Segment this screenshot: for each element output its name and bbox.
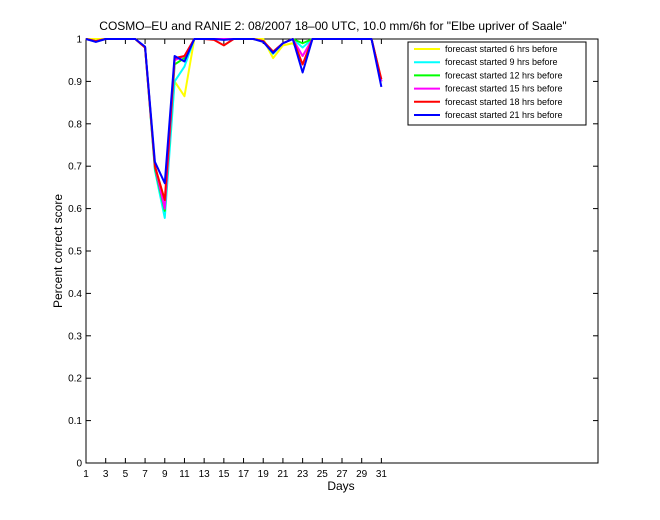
x-tick-label: 1 (83, 469, 89, 480)
legend-items: forecast started 6 hrs before forecast st… (414, 44, 563, 120)
x-tick-label: 25 (317, 469, 329, 480)
x-tick-label: 27 (336, 469, 348, 480)
x-tick-label: 15 (218, 469, 230, 480)
y-tick-label: 0.1 (68, 416, 82, 427)
y-tick-label: 0.5 (68, 247, 82, 258)
x-tick-label: 3 (103, 469, 109, 480)
chart-title: COSMO–EU and RANIE 2: 08/2007 18–00 UTC,… (99, 19, 566, 33)
x-tick-label: 7 (142, 469, 148, 480)
legend: forecast started 6 hrs before forecast st… (407, 41, 587, 126)
x-tick-label: 13 (199, 469, 211, 480)
legend-entry-label: forecast started 18 hrs before (445, 97, 563, 107)
y-tick-label: 0.2 (68, 374, 82, 385)
legend-entry-label: forecast started 9 hrs before (445, 57, 558, 67)
x-tick-label: 23 (297, 469, 309, 480)
x-tick-label: 29 (356, 469, 368, 480)
y-tick-label: 1 (76, 35, 82, 46)
x-tick-label: 19 (258, 469, 270, 480)
series-line-6 (85, 38, 383, 185)
x-axis-label: Days (327, 479, 354, 493)
x-tick-label: 21 (277, 469, 289, 480)
series-lines (85, 38, 383, 219)
y-axis-ticks: 0 0.1 0.2 0.3 0.4 0.5 0.6 0.7 0.8 0.9 1 (68, 35, 598, 470)
y-tick-label: 0.7 (68, 162, 82, 173)
y-tick-label: 0.9 (68, 77, 82, 88)
y-tick-label: 0.8 (68, 119, 82, 130)
x-tick-label: 5 (123, 469, 129, 480)
x-tick-label: 31 (376, 469, 388, 480)
y-tick-label: 0.3 (68, 331, 82, 342)
y-axis-label: Percent correct score (51, 194, 65, 308)
x-tick-label: 17 (238, 469, 250, 480)
legend-entry-label: forecast started 15 hrs before (445, 84, 563, 94)
legend-entry-label: forecast started 6 hrs before (445, 44, 558, 54)
y-tick-label: 0.6 (68, 204, 82, 215)
x-tick-label: 11 (179, 469, 190, 480)
y-tick-label: 0 (76, 459, 82, 470)
legend-box (407, 41, 587, 126)
legend-entry-label: forecast started 12 hrs before (445, 70, 563, 80)
y-tick-label: 0.4 (68, 289, 82, 300)
legend-entry-label: forecast started 21 hrs before (445, 110, 563, 120)
x-tick-label: 9 (162, 469, 168, 480)
